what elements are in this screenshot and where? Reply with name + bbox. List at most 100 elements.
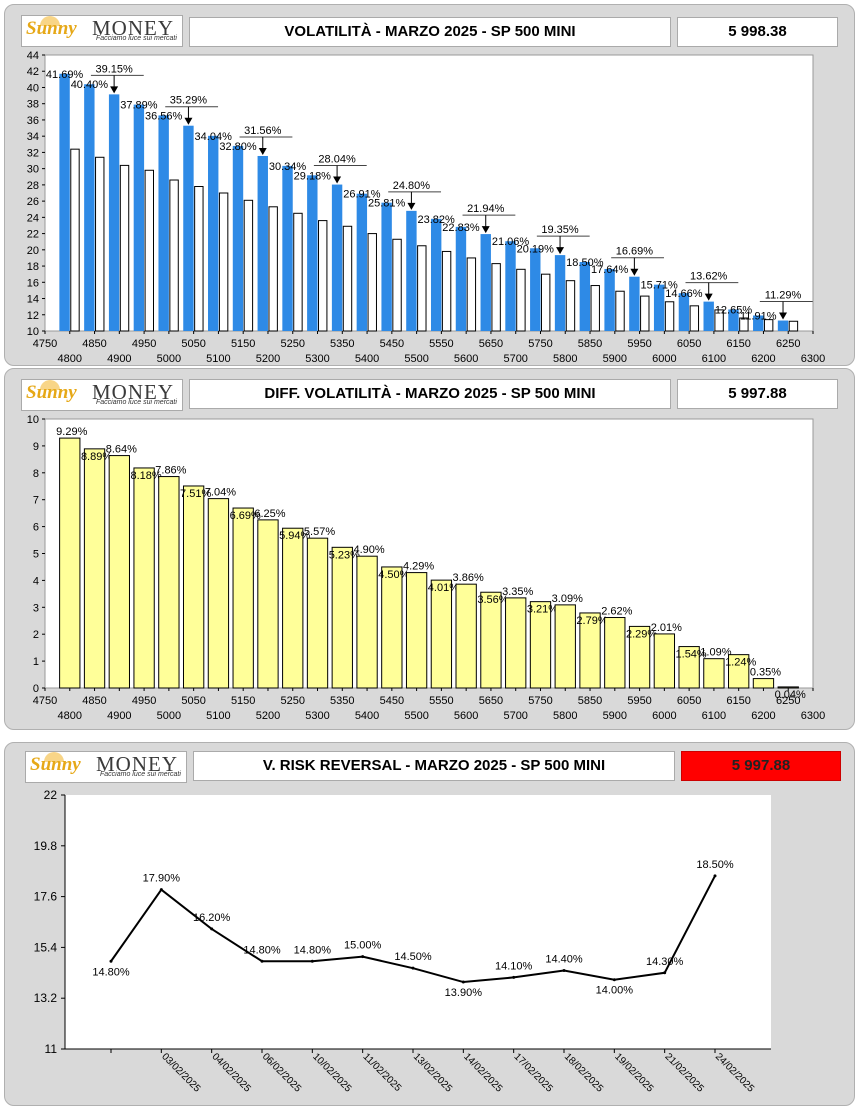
x-tick-label: 5900 (603, 710, 627, 722)
bar-diff-vol (777, 686, 799, 689)
bar-value-label: 4.01% (428, 582, 459, 594)
price-display: 5 997.88 (677, 379, 838, 409)
brand-name-sunny: Sunny (26, 382, 77, 403)
bar-value-label: 24.80% (393, 180, 431, 192)
x-tick-label: 11/02/2025 (361, 1051, 404, 1094)
x-tick-label: 5250 (280, 695, 304, 707)
brand-name-sunny: Sunny (30, 754, 81, 775)
bar-reference-vol (70, 148, 80, 332)
bar-value-label: 3.09% (552, 593, 583, 605)
down-arrow-icon (779, 312, 788, 320)
bar-implied-vol (257, 155, 268, 331)
bar-reference-vol (367, 233, 377, 332)
bar-value-label: 13.62% (690, 271, 728, 283)
x-tick-label: 5500 (404, 710, 428, 722)
bar-implied-vol (430, 218, 442, 331)
x-tick-label: 6250 (776, 338, 800, 350)
x-tick-label: 6200 (751, 353, 775, 365)
x-tick-label: 5450 (380, 695, 404, 707)
data-point (612, 978, 616, 982)
bar-value-label: 5.94% (279, 530, 310, 542)
down-arrow-icon (184, 117, 193, 125)
y-tick-label: 7 (33, 495, 39, 507)
x-tick-label: 5850 (578, 338, 602, 350)
bar-diff-vol (678, 646, 700, 689)
bar-implied-vol (753, 315, 764, 331)
point-value-label: 15.00% (344, 940, 382, 952)
brand-name-sunny: Sunny (26, 18, 77, 39)
x-tick-label: 5200 (256, 710, 280, 722)
brand-name-money: MONEY (92, 380, 174, 404)
x-tick-label: 6150 (726, 338, 750, 350)
bar-reference-vol (788, 320, 799, 332)
y-tick-label: 1 (33, 656, 39, 668)
x-tick-label: 5800 (553, 353, 577, 365)
y-tick-label: 22 (27, 229, 39, 241)
y-tick-label: 9 (33, 441, 39, 453)
x-tick-label: 5800 (553, 710, 577, 722)
bar-value-label: 8.89% (81, 451, 112, 463)
y-tick-label: 44 (27, 50, 39, 62)
bar-value-label: 4.29% (403, 561, 434, 573)
bar-diff-vol (430, 579, 453, 689)
x-tick-label: 18/02/2025 (562, 1051, 605, 1094)
x-tick-label: 6200 (751, 710, 775, 722)
y-tick-label: 24 (27, 212, 39, 224)
bar-implied-vol (158, 115, 169, 331)
y-tick-label: 12 (27, 310, 39, 322)
bar-diff-vol (579, 612, 601, 689)
price-display-alert: 5 997.88 (681, 751, 841, 781)
bar-value-label: 1.09% (700, 647, 731, 659)
sun-icon (40, 380, 60, 390)
y-tick-label: 36 (27, 115, 39, 127)
bar-value-label: 14.66% (665, 288, 703, 300)
bar-value-label: 3.86% (453, 572, 484, 584)
point-value-label: 14.80% (294, 944, 332, 956)
y-tick-label: 5 (33, 549, 39, 561)
bar-diff-vol (331, 546, 353, 689)
y-tick-label: 16 (27, 277, 39, 289)
bar-reference-vol (590, 285, 600, 332)
x-tick-label: 5150 (231, 695, 255, 707)
x-tick-label: 6000 (652, 710, 676, 722)
bar-value-label: 22.83% (442, 222, 480, 234)
bar-value-label: 2.62% (601, 606, 632, 618)
x-tick-label: 5750 (528, 338, 552, 350)
bar-implied-vol (455, 226, 467, 331)
y-tick-label: 17.6 (34, 890, 58, 904)
bar-value-label: 11.29% (765, 290, 802, 302)
bar-value-label: 5.57% (304, 526, 335, 538)
bar-value-label: 0.35% (750, 667, 781, 679)
bar-value-label: 3.56% (477, 594, 508, 606)
x-tick-label: 5150 (231, 338, 255, 350)
bar-value-label: 40.40% (71, 79, 109, 91)
bar-reference-vol (119, 164, 130, 332)
x-tick-label: 5350 (330, 338, 354, 350)
bar-reference-vol (441, 250, 452, 332)
bar-reference-vol (268, 206, 278, 332)
bar-diff-vol (653, 633, 676, 689)
brand-logo: Sunny MONEY Facciamo luce sui mercati (21, 379, 183, 411)
x-tick-label: 6300 (801, 710, 825, 722)
x-tick-label: 19/02/2025 (612, 1051, 655, 1094)
bar-diff-vol (207, 498, 230, 689)
bar-implied-vol (59, 73, 70, 331)
data-point (210, 927, 214, 931)
bar-value-label: 36.56% (145, 110, 183, 122)
bar-reference-vol (540, 273, 551, 332)
bar-implied-vol (653, 284, 665, 331)
x-tick-label: 4800 (58, 353, 82, 365)
x-tick-label: 5050 (181, 695, 205, 707)
bar-value-label: 6.25% (254, 508, 285, 520)
data-point (159, 888, 163, 892)
x-tick-label: 5950 (627, 695, 651, 707)
y-tick-label: 4 (33, 575, 39, 587)
y-tick-label: 14 (27, 294, 39, 306)
x-tick-label: 4900 (107, 710, 131, 722)
y-tick-label: 13.2 (34, 991, 58, 1005)
bar-value-label: 6.69% (230, 510, 261, 522)
point-value-label: 17.90% (143, 873, 181, 885)
data-point (461, 980, 465, 984)
bar-diff-vol (728, 654, 750, 689)
x-tick-label: 5900 (603, 353, 627, 365)
